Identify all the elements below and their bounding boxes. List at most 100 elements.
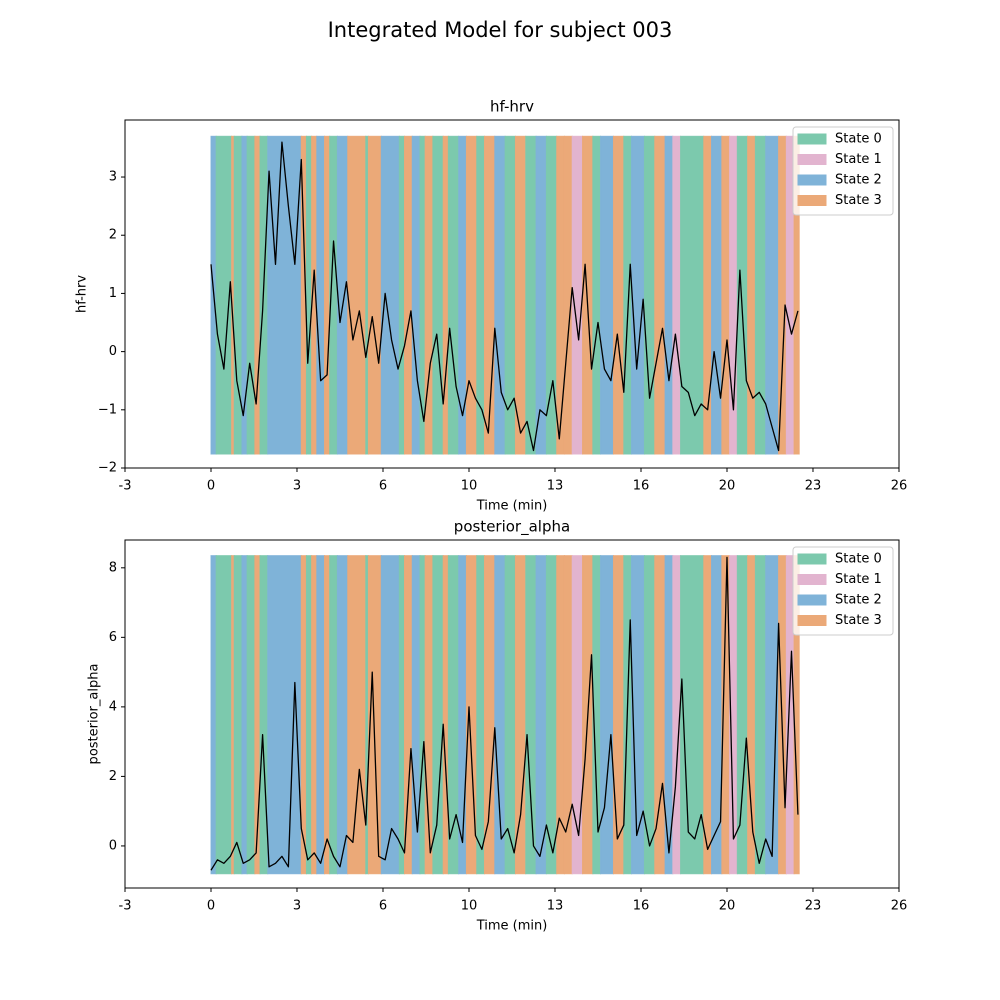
y-tick-label: 1 [109,286,117,301]
y-tick-label: −1 [98,402,117,417]
state-segment [324,135,331,455]
state-segment [246,555,256,875]
state-segment [347,135,367,455]
state-segment [600,135,614,455]
data-line [210,141,799,452]
state-segment [347,555,367,875]
y-tick-label: 0 [109,344,117,359]
axes-frame [124,539,900,889]
state-segment [654,135,666,455]
x-tick-label: 6 [379,479,387,494]
state-segment [447,135,460,455]
y-axis-label: posterior_alpha [87,664,102,765]
x-tick-label: 0 [207,899,215,914]
state-segment [398,135,405,455]
state-segment [535,555,547,875]
state-segment [336,555,349,875]
x-tick-label: 0 [207,479,215,494]
state-segment [398,555,405,875]
state-segment [525,135,537,455]
x-axis-label: Time (min) [476,919,548,934]
state-segment [754,555,767,875]
state-segment [664,135,674,455]
state-segment [778,555,787,875]
x-tick-label: 10 [461,479,478,494]
state-segment [643,135,656,455]
state-segment [612,555,625,875]
state-segment [215,555,233,875]
state-segment [672,135,682,455]
state-segment [329,555,338,875]
state-segment [300,555,307,875]
x-tick-label: -3 [119,479,132,494]
y-tick-label: 0 [109,838,117,853]
state-segment [424,135,434,455]
state-segment [432,135,444,455]
axes-title: hf-hrv [490,98,534,116]
y-tick-label: 2 [109,769,117,784]
state-segment [411,555,421,875]
state-segment [254,135,261,455]
state-segment [442,555,449,875]
state-segment [403,135,413,455]
state-segment [305,135,313,455]
state-segment [419,135,426,455]
state-segment [747,135,756,455]
state-segment [210,555,217,875]
x-tick-label: 13 [547,479,564,494]
y-tick-label: 6 [109,630,117,645]
state-segment [483,555,496,875]
x-tick-label: 23 [805,899,822,914]
state-segment [600,555,614,875]
x-tick-label: 20 [719,899,736,914]
state-segment [582,135,594,455]
legend-label: State 2 [835,593,882,608]
x-tick-label: 3 [293,899,301,914]
state-segment [711,555,723,875]
state-segment [246,135,256,455]
x-axis-label: Time (min) [476,499,548,514]
state-segment [711,135,723,455]
state-segment [411,135,421,455]
state-segment [525,555,537,875]
x-tick-label: 13 [547,899,564,914]
legend-label: State 1 [835,152,882,167]
legend-swatch [797,594,827,606]
state-segment [419,555,426,875]
state-segment [592,135,602,455]
state-segment [535,135,547,455]
y-tick-label: 2 [109,228,117,243]
state-segment [556,135,565,455]
state-segment [465,135,478,455]
state-segment [458,555,467,875]
state-segment [267,135,302,455]
axes-title: posterior_alpha [454,518,570,537]
state-segment [747,555,756,875]
state-segment [703,555,713,875]
legend-swatch [797,615,827,626]
x-tick-label: 10 [461,899,478,914]
legend-swatch [797,553,827,565]
state-segment [316,135,326,455]
legend-label: State 2 [835,173,882,188]
legend-box [792,126,894,216]
state-segment [563,555,573,875]
legend-label: State 3 [835,613,882,628]
legend-swatch [797,195,827,206]
legend-swatch [797,154,827,165]
y-tick-label: 8 [109,560,117,575]
state-segment [765,135,780,455]
x-tick-label: 26 [891,479,908,494]
state-segment [233,555,243,875]
state-segment [545,555,558,875]
state-segment [680,555,705,875]
legend-box [792,546,894,636]
state-segment [514,555,527,875]
x-tick-label: 23 [805,479,822,494]
state-segment [241,555,248,875]
legend-swatch [797,574,827,585]
state-segment [721,135,731,455]
x-tick-label: 16 [633,479,650,494]
state-segment [504,555,516,875]
